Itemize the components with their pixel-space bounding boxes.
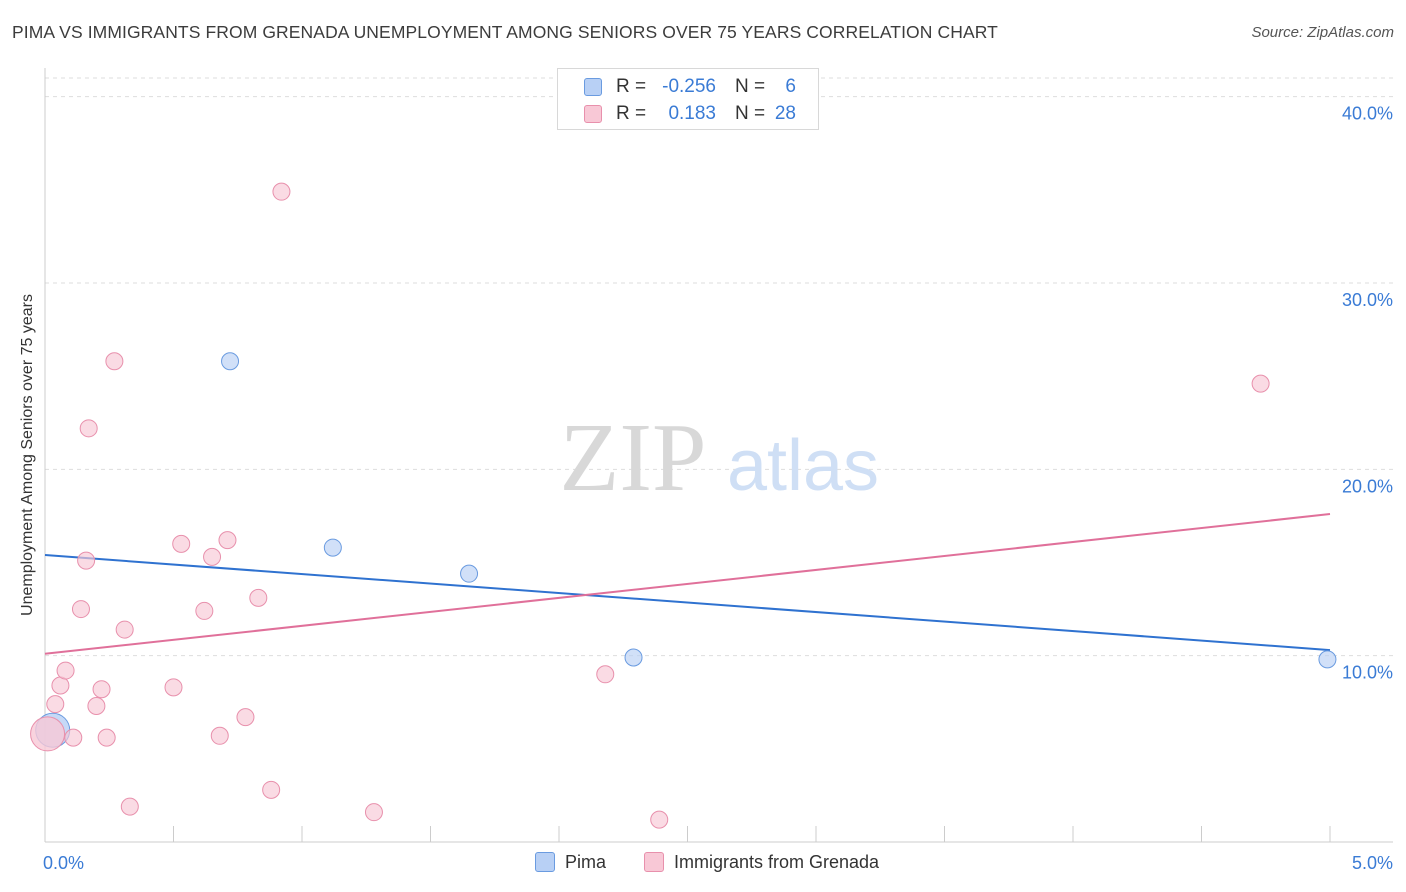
pima-point bbox=[1318, 650, 1337, 669]
y-tick-label: 10.0% bbox=[1342, 663, 1393, 683]
pima-swatch bbox=[535, 852, 555, 872]
pima-swatch bbox=[584, 78, 602, 96]
pima-point bbox=[460, 564, 479, 583]
r-value: -0.256 bbox=[662, 76, 716, 97]
grenada-swatch bbox=[584, 105, 602, 123]
tick-labels: 10.0% 20.0% 30.0% 40.0% 0.0% 5.0% bbox=[43, 104, 1393, 873]
data-points bbox=[30, 182, 1337, 829]
grenada-point bbox=[272, 182, 291, 201]
grenada-point bbox=[203, 547, 222, 566]
grenada-point bbox=[79, 419, 98, 438]
r-value: 0.183 bbox=[668, 103, 716, 124]
axes bbox=[44, 68, 1393, 843]
grenada-point bbox=[195, 601, 214, 620]
n-label: N = bbox=[735, 76, 766, 97]
y-tick-label: 40.0% bbox=[1342, 104, 1393, 124]
grenada-point bbox=[87, 696, 106, 715]
pima-point bbox=[624, 648, 643, 667]
y-axis-label: Unemployment Among Seniors over 75 years bbox=[19, 294, 36, 616]
grenada-point bbox=[92, 680, 111, 699]
grenada-point bbox=[210, 726, 229, 745]
legend-label: Pima bbox=[565, 852, 607, 872]
legend-row-grenada: R = 0.183 N = 28 bbox=[558, 101, 818, 127]
grenada-point bbox=[97, 728, 116, 747]
y-tick-label: 30.0% bbox=[1342, 290, 1393, 310]
n-value: 28 bbox=[774, 103, 796, 124]
pima-trend-line bbox=[44, 554, 1331, 652]
legend-row-pima: R = -0.256 N = 6 bbox=[558, 74, 818, 100]
watermark-atlas: atlas bbox=[727, 426, 879, 506]
y-tick-label: 20.0% bbox=[1342, 476, 1393, 496]
watermark-zip: ZIP bbox=[560, 404, 707, 512]
grenada-point bbox=[596, 665, 615, 684]
grenada-point bbox=[105, 352, 124, 371]
grenada-point bbox=[262, 780, 281, 799]
x-tick-label: 5.0% bbox=[1352, 853, 1393, 873]
legend-item-pima: Pima bbox=[535, 852, 606, 873]
watermark: ZIP atlas bbox=[560, 404, 880, 512]
grenada-point bbox=[364, 803, 383, 822]
pima-point bbox=[221, 352, 240, 371]
grenada-point bbox=[71, 600, 90, 619]
grenada-point bbox=[249, 588, 268, 607]
legend-label: Immigrants from Grenada bbox=[674, 852, 880, 872]
legend-item-grenada: Immigrants from Grenada bbox=[644, 852, 879, 873]
grenada-point bbox=[218, 531, 237, 550]
grenada-point bbox=[46, 695, 65, 714]
grenada-point bbox=[115, 620, 134, 639]
x-tick-label: 0.0% bbox=[43, 853, 84, 873]
chart-title: PIMA VS IMMIGRANTS FROM GRENADA UNEMPLOY… bbox=[12, 22, 998, 42]
grenada-point bbox=[650, 810, 669, 829]
grenada-point bbox=[120, 797, 139, 816]
grenada-point bbox=[236, 708, 255, 727]
trend-lines bbox=[44, 513, 1331, 655]
grenada-point bbox=[164, 678, 183, 697]
correlation-legend: R = -0.256 N = 6 R = 0.183 N = 28 bbox=[557, 68, 819, 130]
n-value: 6 bbox=[785, 76, 796, 97]
n-label: N = bbox=[735, 103, 766, 124]
grenada-swatch bbox=[644, 852, 664, 872]
r-label: R = bbox=[616, 76, 647, 97]
pima-point bbox=[323, 538, 342, 557]
grenada-point bbox=[56, 661, 75, 680]
r-label: R = bbox=[616, 103, 647, 124]
grenada-point bbox=[30, 716, 66, 752]
source-label: Source: ZipAtlas.com bbox=[1251, 24, 1394, 41]
grenada-point bbox=[1251, 374, 1270, 393]
grenada-point bbox=[64, 728, 83, 747]
grenada-point bbox=[172, 534, 191, 553]
grenada-point bbox=[77, 551, 96, 570]
grenada-trend-line bbox=[44, 513, 1331, 655]
